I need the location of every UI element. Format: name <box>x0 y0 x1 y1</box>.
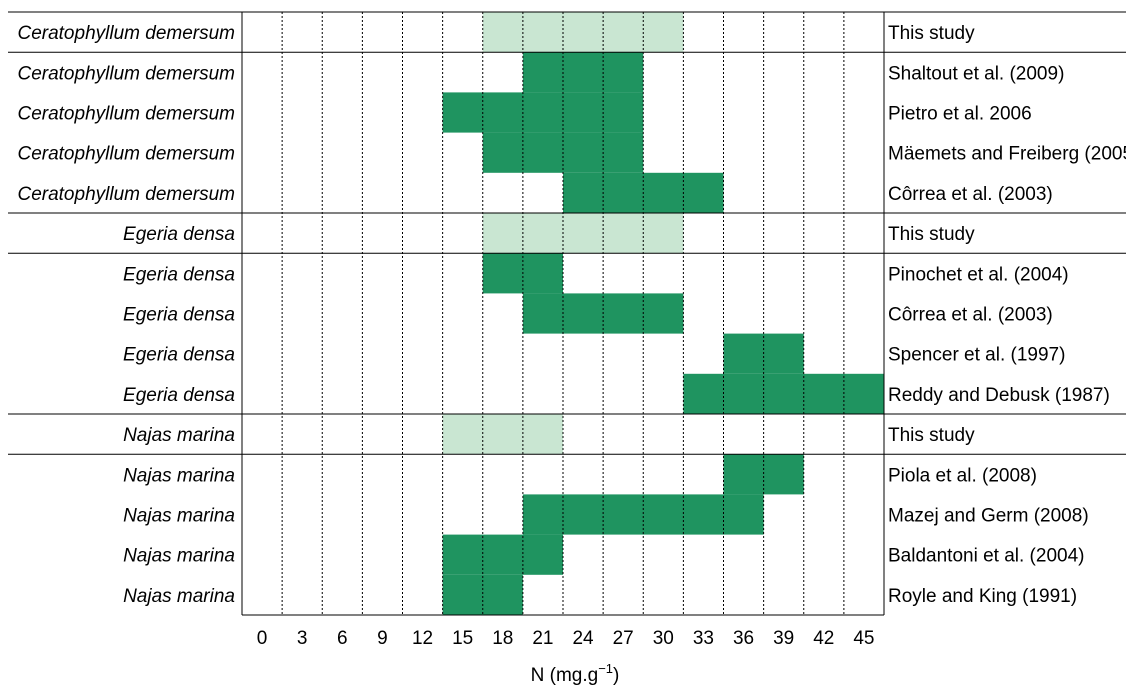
species-label-g2-r2: Najas marina <box>123 506 235 527</box>
row-labels: Ceratophyllum demersum This study Ceratoph… <box>17 23 1126 607</box>
x-tick-label-30: 30 <box>653 628 674 649</box>
x-tick-label-24: 24 <box>572 628 594 649</box>
reference-label-g2-r0: This study <box>888 425 975 446</box>
range-bar-g1-r4-s0 <box>683 373 885 414</box>
x-tick-label-15: 15 <box>452 628 473 649</box>
x-tick-label-39: 39 <box>773 628 794 649</box>
species-label-g1-r0: Egeria densa <box>123 224 235 245</box>
x-tick-label-36: 36 <box>733 628 754 649</box>
species-label-g2-r1: Najas marina <box>123 465 235 486</box>
species-label-g2-r0: Najas marina <box>123 425 235 446</box>
reference-label-g1-r4: Reddy and Debusk (1987) <box>888 385 1110 406</box>
x-tick-label-6: 6 <box>337 628 348 649</box>
reference-label-g0-r0: This study <box>888 23 975 44</box>
reference-label-g0-r2: Pietro et al. 2006 <box>888 104 1032 125</box>
range-bar-g2-r0-s0 <box>442 414 564 455</box>
range-bar-g1-r0-s0 <box>482 213 684 254</box>
x-tick-label-45: 45 <box>853 628 874 649</box>
species-label-g1-r4: Egeria densa <box>123 385 235 406</box>
range-bar-g2-r3-s0 <box>442 534 564 575</box>
species-label-g0-r3: Ceratophyllum demersum <box>17 144 235 165</box>
range-bar-g0-r2-s0 <box>442 92 644 133</box>
species-label-g2-r3: Najas marina <box>123 546 235 567</box>
reference-label-g1-r1: Pinochet et al. (2004) <box>888 264 1069 285</box>
x-tick-label-18: 18 <box>492 628 513 649</box>
x-tick-label-9: 9 <box>377 628 388 649</box>
range-bar-g0-r0-s0 <box>482 12 684 53</box>
species-label-g2-r4: Najas marina <box>123 586 235 607</box>
range-bar-g0-r1-s0 <box>522 52 644 93</box>
reference-label-g2-r1: Piola et al. (2008) <box>888 465 1037 486</box>
x-tick-label-27: 27 <box>613 628 634 649</box>
x-tick-label-3: 3 <box>297 628 308 649</box>
x-axis-title: N (mg.g−1) <box>531 661 620 686</box>
reference-label-g0-r3: Mäemets and Freiberg (2005) <box>888 144 1126 165</box>
reference-label-g0-r1: Shaltout et al. (2009) <box>888 63 1064 84</box>
species-label-g0-r2: Ceratophyllum demersum <box>17 104 235 125</box>
x-tick-labels: 0 3 6 9 12 15 18 21 24 27 30 33 36 39 42 45 <box>257 628 875 649</box>
species-label-g0-r0: Ceratophyllum demersum <box>17 23 235 44</box>
x-tick-label-33: 33 <box>693 628 714 649</box>
reference-label-g1-r3: Spencer et al. (1997) <box>888 345 1065 366</box>
species-label-g1-r1: Egeria densa <box>123 264 235 285</box>
reference-label-g1-r2: Côrrea et al. (2003) <box>888 305 1053 326</box>
reference-label-g2-r3: Baldantoni et al. (2004) <box>888 546 1084 567</box>
x-tick-label-21: 21 <box>532 628 553 649</box>
grid-layer <box>8 11 1126 616</box>
reference-label-g2-r4: Royle and King (1991) <box>888 586 1077 607</box>
bars-layer <box>442 12 885 615</box>
x-tick-label-42: 42 <box>813 628 834 649</box>
x-tick-label-12: 12 <box>412 628 433 649</box>
reference-label-g1-r0: This study <box>888 224 975 245</box>
reference-label-g2-r2: Mazej and Germ (2008) <box>888 506 1089 527</box>
species-label-g1-r3: Egeria densa <box>123 345 235 366</box>
species-label-g1-r2: Egeria densa <box>123 305 235 326</box>
reference-label-g0-r4: Côrrea et al. (2003) <box>888 184 1053 205</box>
species-label-g0-r1: Ceratophyllum demersum <box>17 63 235 84</box>
species-label-g0-r4: Ceratophyllum demersum <box>17 184 235 205</box>
x-tick-label-0: 0 <box>257 628 268 649</box>
